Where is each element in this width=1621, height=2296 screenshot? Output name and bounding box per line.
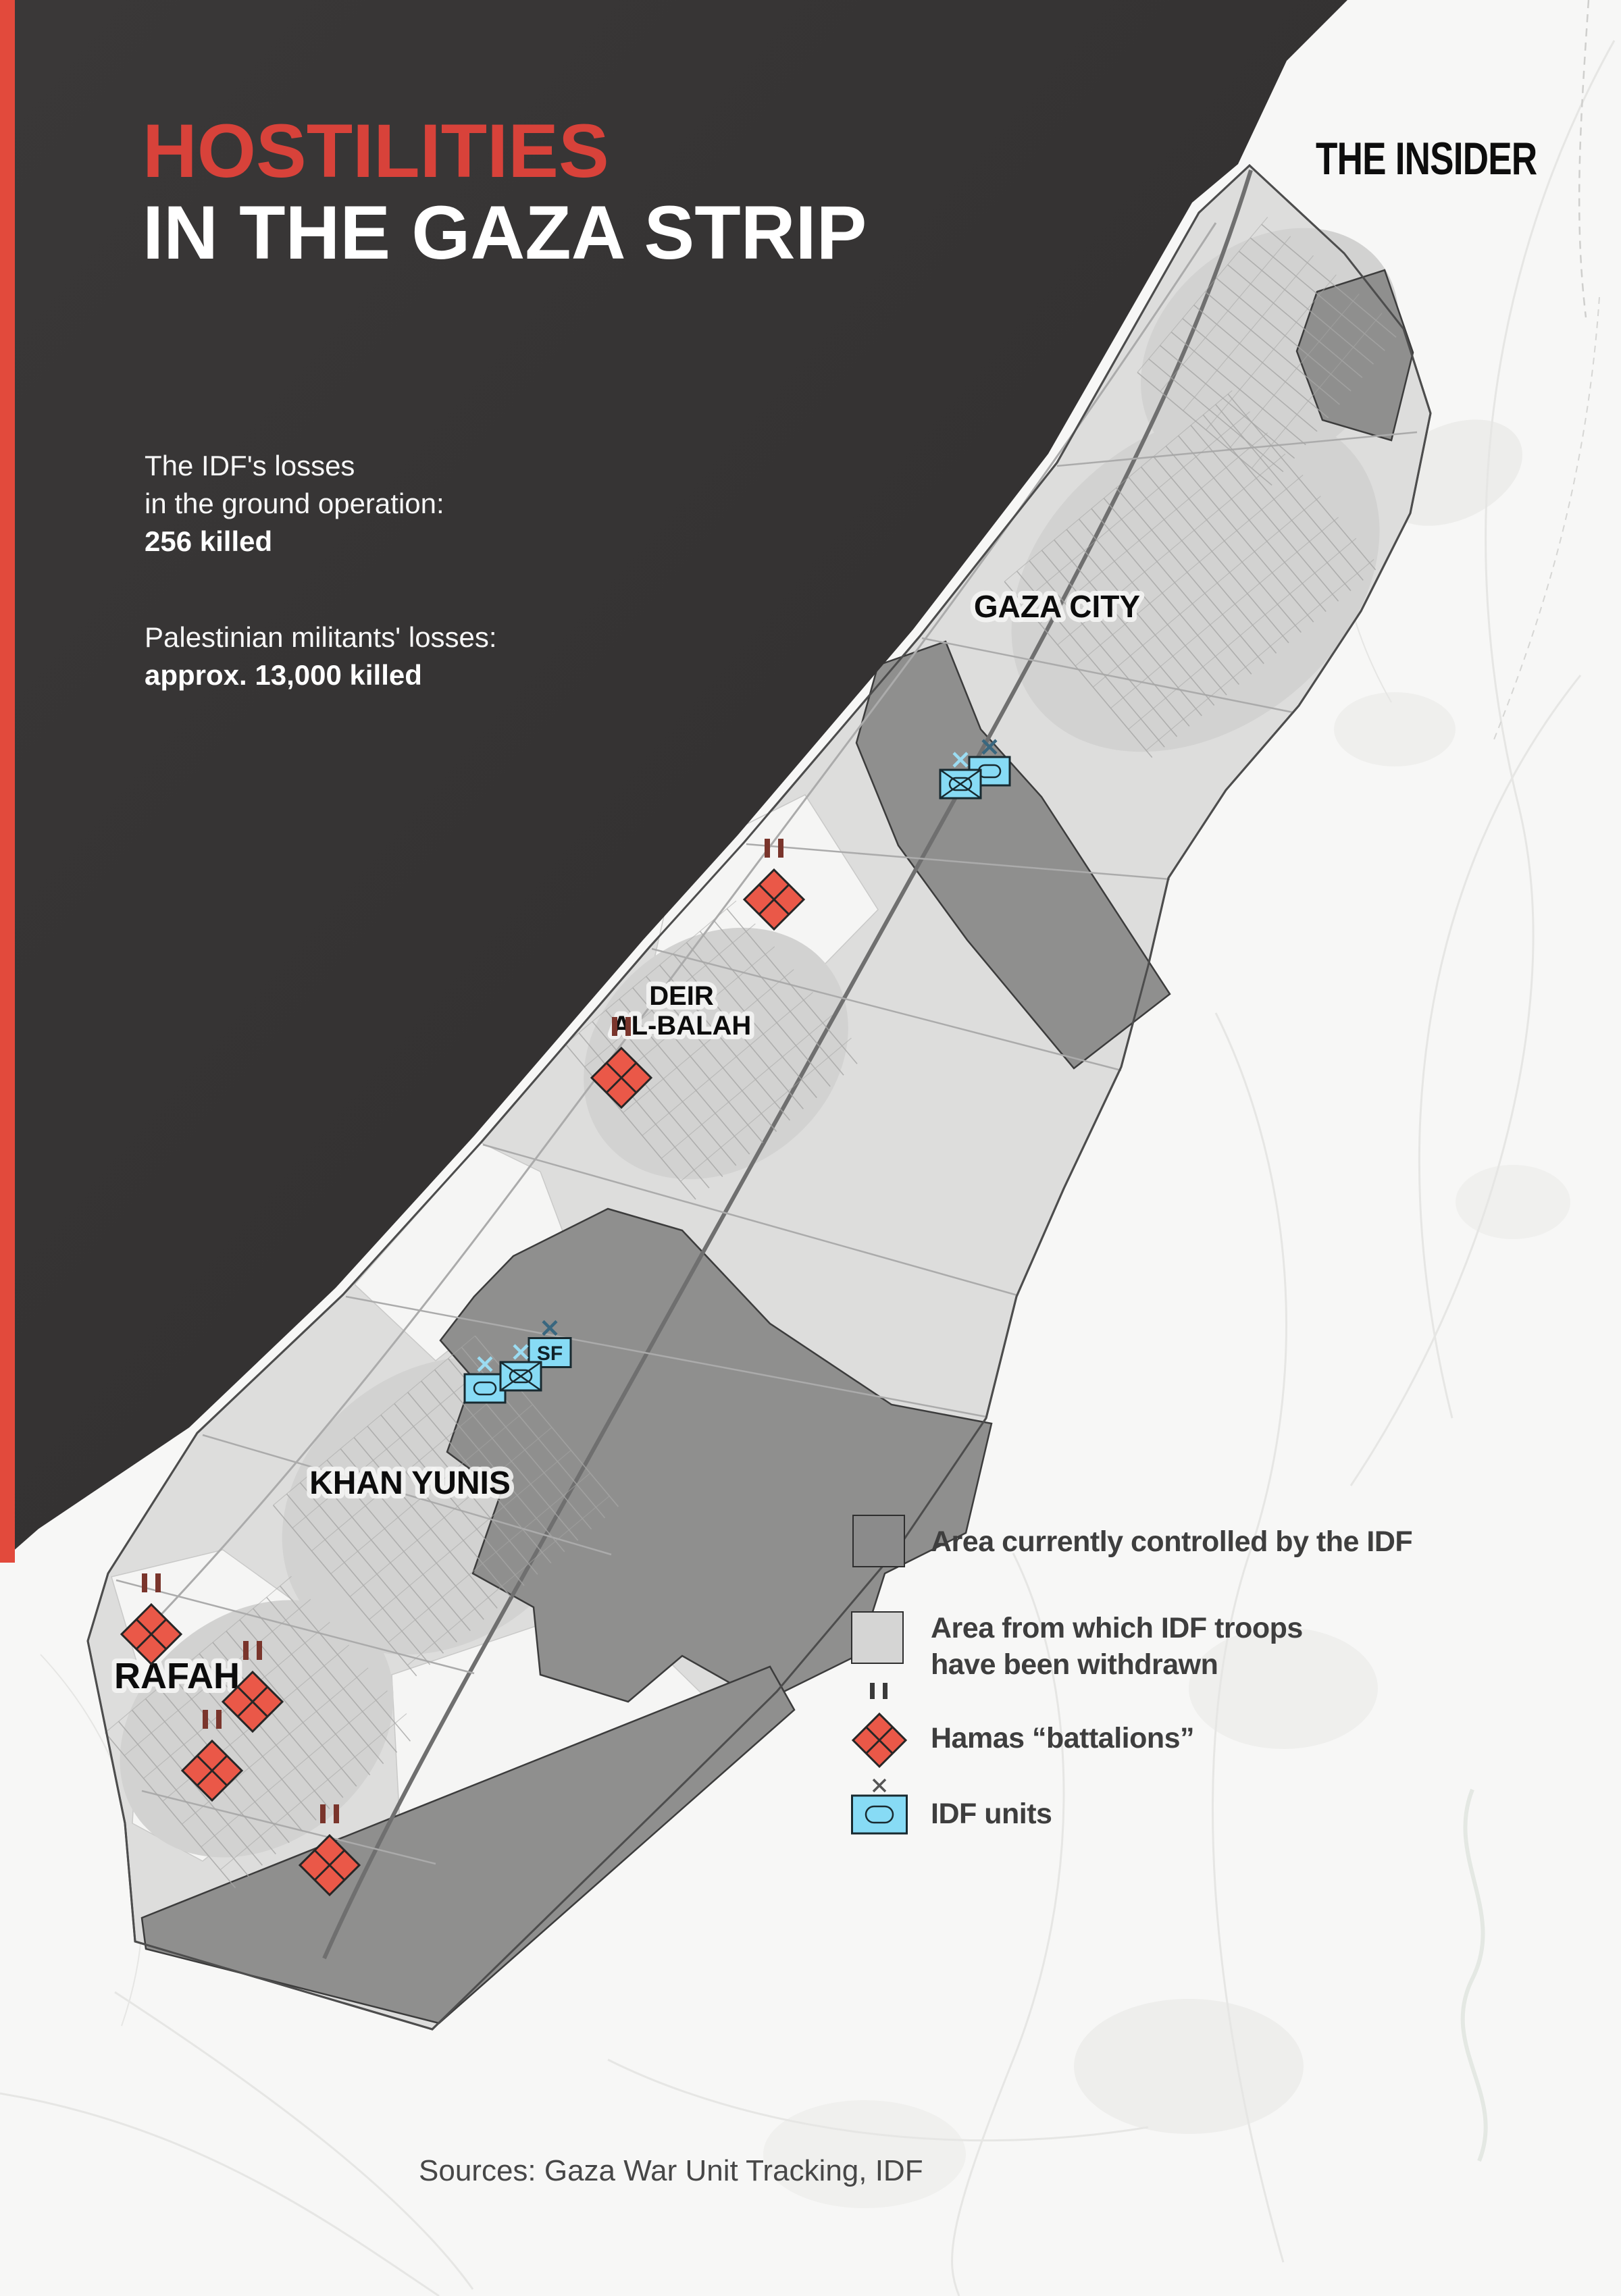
legend-idf-unit-label: IDF units	[931, 1797, 1052, 1830]
idf-unit-armor	[463, 1356, 507, 1404]
echelon-x-icon	[952, 752, 969, 768]
casualty-stats: The IDF's losses in the ground operation…	[145, 447, 497, 752]
title-line-1: HOSTILITIES	[143, 109, 609, 193]
echelon-x-icon	[477, 1356, 493, 1372]
legend-withdrawn-label: Area from which IDF troops have been wit…	[931, 1610, 1303, 1683]
left-accent-bar	[0, 0, 15, 1563]
svg-text:RAFAH: RAFAH	[114, 1656, 240, 1696]
echelon-x-icon	[542, 1320, 558, 1336]
hamas-battalion-marker	[298, 1804, 361, 1897]
idf-controlled-areas	[140, 269, 1414, 2025]
map-legend: Area currently controlled by the IDF Are…	[851, 1515, 1513, 1893]
strip-outline	[86, 163, 1432, 2031]
hamas-battalion-marker	[742, 839, 806, 931]
svg-text:GAZA CITY: GAZA CITY	[974, 589, 1140, 624]
idf-unit-mech	[499, 1344, 542, 1392]
city-label-khan-yunis: KHAN YUNIS	[305, 1461, 515, 1506]
idf-unit-sf: SF	[528, 1320, 572, 1368]
militant-losses-stat: Palestinian militants' losses: approx. 1…	[145, 619, 497, 694]
idf-losses-value: 256 killed	[145, 525, 273, 557]
militant-losses-value: approx. 13,000 killed	[145, 659, 422, 691]
echelon-x-icon	[981, 739, 998, 755]
page-title: HOSTILITIES IN THE GAZA STRIP	[143, 110, 867, 273]
legend-hamas-battalion-icon	[851, 1683, 908, 1769]
hamas-battalion-marker	[221, 1641, 284, 1733]
legend-withdrawn-swatch	[851, 1611, 904, 1664]
legend-idf-controlled-label: Area currently controlled by the IDF	[931, 1525, 1413, 1558]
svg-text:DEIR: DEIR	[649, 981, 714, 1011]
idf-losses-line2: in the ground operation:	[145, 488, 444, 519]
legend-idf-unit-icon	[851, 1778, 908, 1835]
svg-text:KHAN YUNIS: KHAN YUNIS	[309, 1465, 511, 1501]
legend-hamas-battalion-label: Hamas “battalions”	[931, 1721, 1195, 1754]
city-label-gaza-city: GAZA CITY	[969, 584, 1145, 629]
strip-roads	[105, 169, 1418, 1960]
svg-text:AL-BALAH: AL-BALAH	[612, 1011, 752, 1041]
hamas-battalion-marker	[180, 1710, 244, 1802]
charcoal-wedge	[0, 0, 1347, 1563]
legend-idf-controlled-swatch	[852, 1515, 905, 1567]
title-line-2: IN THE GAZA STRIP	[143, 190, 867, 275]
hamas-battalion-marker	[120, 1573, 183, 1666]
legend-withdrawn-label-line1: Area from which IDF troops	[931, 1612, 1303, 1644]
idf-losses-line1: The IDF's losses	[145, 450, 355, 481]
legend-withdrawn-label-line2: have been withdrawn	[931, 1648, 1218, 1681]
idf-losses-stat: The IDF's losses in the ground operation…	[145, 447, 497, 560]
city-label-rafah: RAFAH	[109, 1651, 245, 1701]
idf-unit-mech	[939, 752, 982, 800]
sources-line: Sources: Gaza War Unit Tracking, IDF	[419, 2154, 923, 2187]
hamas-battalion-marker	[590, 1017, 653, 1110]
the-insider-logo: THE INSIDER	[1316, 133, 1537, 184]
militant-losses-line1: Palestinian militants' losses:	[145, 621, 497, 653]
echelon-x-icon	[513, 1344, 529, 1360]
